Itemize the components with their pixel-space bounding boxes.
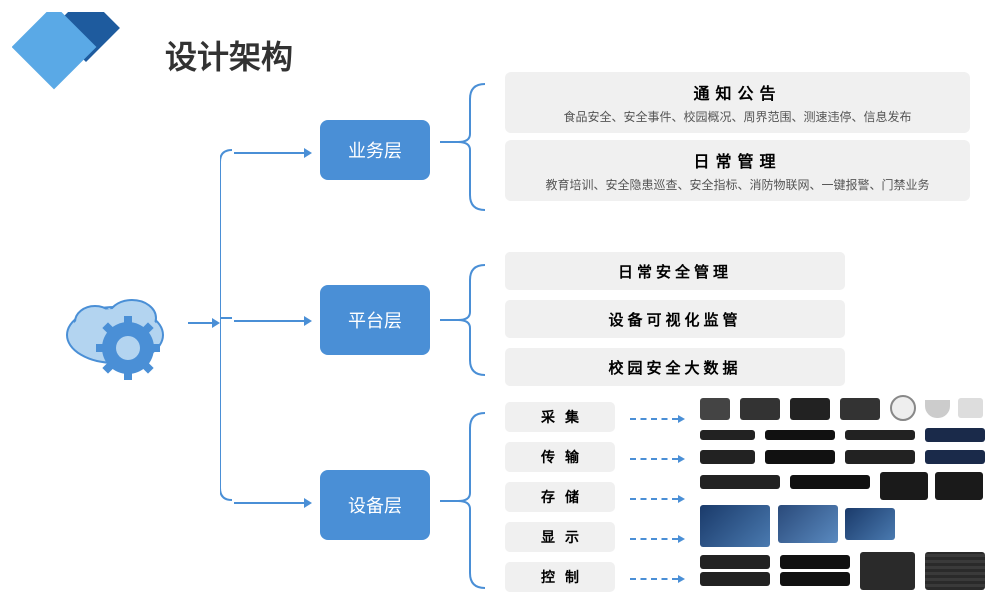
detail-collect: 采集 — [505, 402, 615, 432]
dash-arrow-2 — [630, 455, 685, 463]
arrow-cloud-to-layers — [188, 318, 220, 328]
layer-business: 业务层 — [320, 120, 430, 180]
detail-daily-mgmt: 日常管理 教育培训、安全隐患巡查、安全指标、消防物联网、一键报警、门禁业务 — [505, 140, 970, 201]
bracket-business — [440, 72, 500, 212]
page-title: 设计架构 — [165, 32, 293, 78]
layer-platform: 平台层 — [320, 285, 430, 355]
detail-display: 显示 — [505, 522, 615, 552]
bracket-platform — [440, 250, 500, 390]
arrow-to-device — [234, 498, 312, 508]
dash-arrow-1 — [630, 415, 685, 423]
arrow-to-platform — [234, 316, 312, 326]
detail-bigdata: 校园安全大数据 — [505, 348, 845, 386]
detail-notice: 通知公告 食品安全、安全事件、校园概况、周界范围、测速违停、信息发布 — [505, 72, 970, 133]
logo-icon — [12, 12, 127, 102]
cloud-gear-icon — [60, 290, 180, 405]
layer-device: 设备层 — [320, 470, 430, 540]
dash-arrow-5 — [630, 575, 685, 583]
dash-arrow-3 — [630, 495, 685, 503]
branch-layers — [220, 120, 320, 540]
arrow-to-business — [234, 148, 312, 158]
detail-control: 控制 — [505, 562, 615, 592]
detail-safety-mgmt: 日常安全管理 — [505, 252, 845, 290]
detail-storage: 存储 — [505, 482, 615, 512]
bracket-device — [440, 398, 500, 598]
detail-visual-monitor: 设备可视化监管 — [505, 300, 845, 338]
detail-transfer: 传输 — [505, 442, 615, 472]
dash-arrow-4 — [630, 535, 685, 543]
